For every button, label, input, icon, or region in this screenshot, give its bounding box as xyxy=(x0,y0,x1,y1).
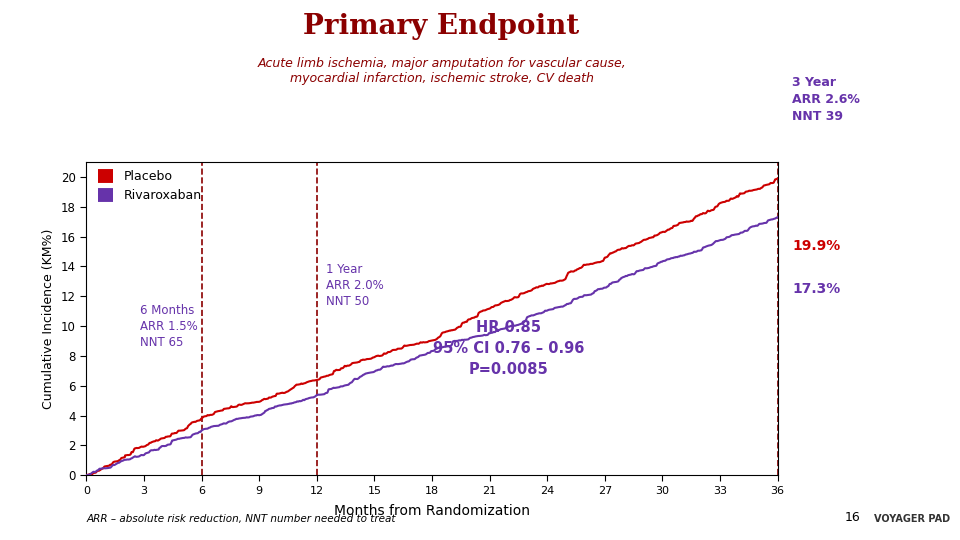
Text: ARR – absolute risk reduction, NNT number needed to treat: ARR – absolute risk reduction, NNT numbe… xyxy=(86,514,396,524)
Text: 16: 16 xyxy=(845,511,860,524)
Text: 1 Year
ARR 2.0%
NNT 50: 1 Year ARR 2.0% NNT 50 xyxy=(326,264,384,308)
Text: Acute limb ischemia, major amputation for vascular cause,
myocardial infarction,: Acute limb ischemia, major amputation fo… xyxy=(257,57,626,85)
X-axis label: Months from Randomization: Months from Randomization xyxy=(334,504,530,518)
Text: 17.3%: 17.3% xyxy=(792,282,840,296)
Legend: Placebo, Rivaroxaban: Placebo, Rivaroxaban xyxy=(93,165,206,207)
Text: Primary Endpoint: Primary Endpoint xyxy=(303,14,580,40)
Text: 19.9%: 19.9% xyxy=(792,239,840,253)
Text: HR 0.85
95% CI 0.76 – 0.96
P=0.0085: HR 0.85 95% CI 0.76 – 0.96 P=0.0085 xyxy=(433,320,585,377)
Text: 3 Year
ARR 2.6%
NNT 39: 3 Year ARR 2.6% NNT 39 xyxy=(792,76,860,123)
Text: VOYAGER PAD: VOYAGER PAD xyxy=(874,514,949,524)
Y-axis label: Cumulative Incidence (KM%): Cumulative Incidence (KM%) xyxy=(42,228,56,409)
Text: 6 Months
ARR 1.5%
NNT 65: 6 Months ARR 1.5% NNT 65 xyxy=(140,303,198,349)
